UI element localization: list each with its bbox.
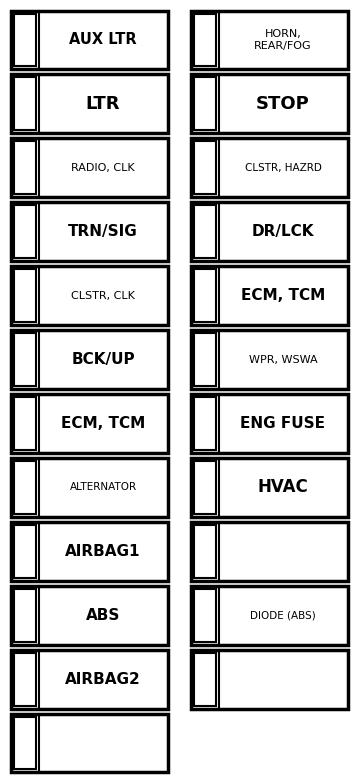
Bar bbox=[10, 394, 168, 453]
Bar bbox=[190, 458, 348, 517]
Bar bbox=[14, 716, 35, 770]
Bar bbox=[14, 333, 35, 386]
Bar bbox=[190, 330, 348, 389]
Bar bbox=[10, 713, 168, 773]
Text: ENG FUSE: ENG FUSE bbox=[241, 416, 325, 431]
Bar bbox=[194, 461, 216, 514]
Text: RADIO, CLK: RADIO, CLK bbox=[71, 163, 135, 173]
Bar bbox=[14, 589, 35, 641]
Bar bbox=[194, 78, 216, 130]
Bar bbox=[10, 458, 168, 517]
Bar bbox=[14, 205, 35, 258]
Bar bbox=[194, 333, 216, 386]
Bar bbox=[190, 586, 348, 644]
Text: AIRBAG1: AIRBAG1 bbox=[65, 543, 141, 559]
Text: CLSTR, HAZRD: CLSTR, HAZRD bbox=[245, 163, 321, 173]
Bar bbox=[190, 266, 348, 325]
Text: STOP: STOP bbox=[256, 95, 310, 113]
Bar bbox=[14, 461, 35, 514]
Bar bbox=[190, 650, 348, 709]
Bar bbox=[14, 525, 35, 578]
Bar bbox=[194, 13, 216, 67]
Text: DIODE (ABS): DIODE (ABS) bbox=[250, 610, 316, 620]
Text: BCK/UP: BCK/UP bbox=[71, 352, 135, 367]
Bar bbox=[194, 397, 216, 450]
Bar bbox=[14, 397, 35, 450]
Bar bbox=[194, 269, 216, 322]
Text: ABS: ABS bbox=[86, 608, 120, 622]
Bar bbox=[10, 521, 168, 581]
Text: ECM, TCM: ECM, TCM bbox=[61, 416, 145, 431]
Text: ECM, TCM: ECM, TCM bbox=[241, 288, 325, 303]
Bar bbox=[14, 78, 35, 130]
Bar bbox=[190, 10, 348, 70]
Text: DR/LCK: DR/LCK bbox=[252, 224, 314, 240]
Text: HORN,
REAR/FOG: HORN, REAR/FOG bbox=[254, 29, 312, 51]
Bar bbox=[190, 394, 348, 453]
Text: CLSTR, CLK: CLSTR, CLK bbox=[71, 290, 135, 301]
Bar bbox=[10, 586, 168, 644]
Text: HVAC: HVAC bbox=[258, 478, 308, 496]
Bar bbox=[10, 74, 168, 133]
Bar bbox=[194, 142, 216, 194]
Bar bbox=[14, 142, 35, 194]
Text: AIRBAG2: AIRBAG2 bbox=[65, 672, 141, 687]
Bar bbox=[10, 139, 168, 197]
Text: LTR: LTR bbox=[86, 95, 120, 113]
Bar bbox=[190, 74, 348, 133]
Bar bbox=[10, 202, 168, 262]
Bar bbox=[190, 521, 348, 581]
Bar bbox=[190, 202, 348, 262]
Bar bbox=[194, 653, 216, 705]
Bar bbox=[14, 13, 35, 67]
Text: TRN/SIG: TRN/SIG bbox=[68, 224, 138, 240]
Bar bbox=[10, 330, 168, 389]
Bar bbox=[14, 653, 35, 705]
Bar bbox=[10, 266, 168, 325]
Text: WPR, WSWA: WPR, WSWA bbox=[249, 355, 317, 365]
Text: AUX LTR: AUX LTR bbox=[69, 32, 137, 48]
Bar bbox=[194, 525, 216, 578]
Bar bbox=[190, 139, 348, 197]
Bar bbox=[194, 205, 216, 258]
Bar bbox=[14, 269, 35, 322]
Text: ALTERNATOR: ALTERNATOR bbox=[69, 482, 136, 493]
Bar bbox=[10, 10, 168, 70]
Bar bbox=[194, 589, 216, 641]
Bar bbox=[10, 650, 168, 709]
